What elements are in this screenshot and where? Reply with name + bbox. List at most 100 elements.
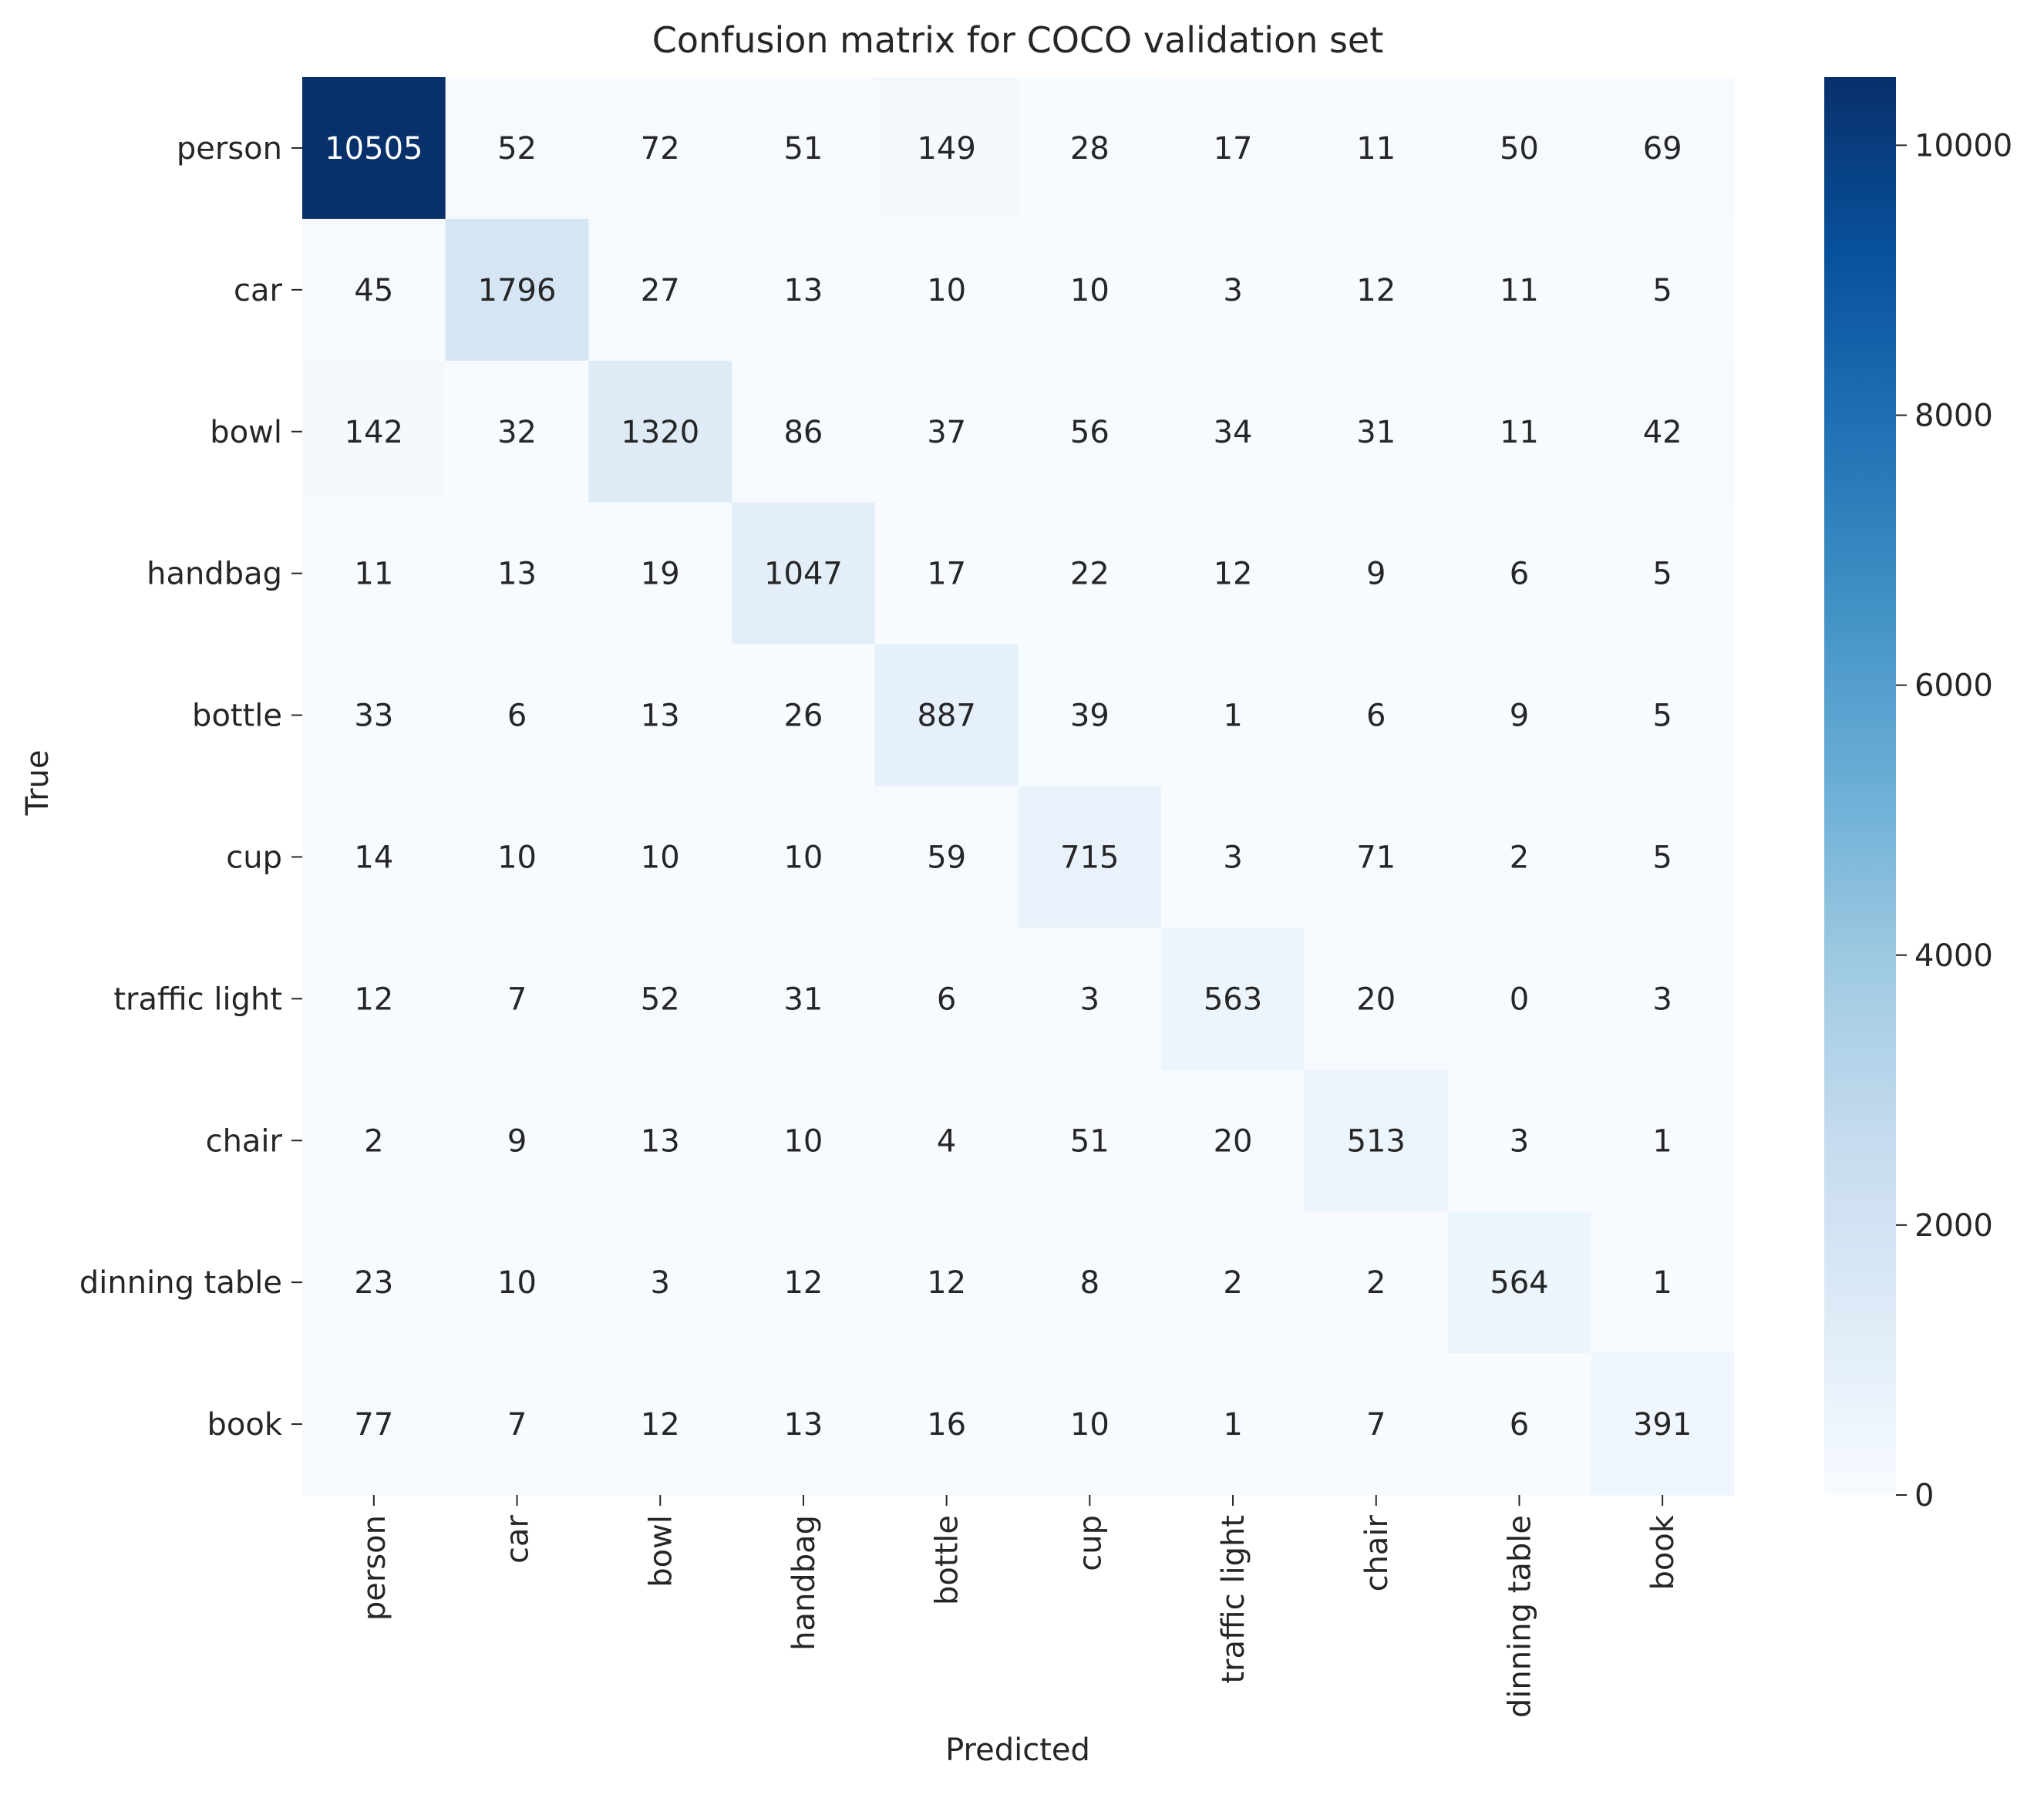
cell-value-label: 3 <box>1223 273 1242 308</box>
cell-value-label: 31 <box>1356 415 1396 450</box>
cell-value-label: 12 <box>641 1407 680 1443</box>
cell-value-label: 45 <box>354 273 393 308</box>
cell-value-label: 9 <box>507 1123 527 1159</box>
cell-value-label: 13 <box>783 273 823 308</box>
cell-value-label: 8 <box>1080 1265 1099 1301</box>
x-tick-label: traffic light <box>1216 1515 1251 1684</box>
heatmap-cell <box>1591 1211 1735 1354</box>
colorbar <box>1824 77 1896 1495</box>
heatmap-cell <box>1018 928 1162 1070</box>
cell-value-label: 564 <box>1490 1265 1548 1301</box>
x-tick-label: chair <box>1359 1514 1395 1591</box>
heatmap-cell <box>1304 1069 1449 1212</box>
heatmap-cell <box>445 218 589 362</box>
y-tick-label: traffic light <box>113 981 282 1017</box>
heatmap-cell <box>1447 928 1591 1070</box>
heatmap-cell <box>1591 786 1735 928</box>
heatmap-cell <box>1161 928 1305 1070</box>
heatmap-cell <box>1591 1069 1735 1212</box>
cell-value-label: 37 <box>927 415 966 450</box>
heatmap-cell <box>588 1353 732 1496</box>
cell-value-label: 2 <box>1366 1265 1386 1301</box>
colorbar-tick-label: 10000 <box>1914 128 2012 163</box>
colorbar-tick-label: 2000 <box>1914 1208 1993 1244</box>
heatmap-cell <box>1304 644 1449 786</box>
cell-value-label: 32 <box>497 415 537 450</box>
cell-value-label: 10505 <box>325 131 423 167</box>
heatmap-cell <box>445 786 589 928</box>
cell-value-label: 7 <box>507 981 527 1017</box>
heatmap-cell <box>1447 1211 1591 1354</box>
cell-value-label: 513 <box>1347 1123 1406 1159</box>
cell-value-label: 23 <box>354 1265 393 1301</box>
heatmap-cell <box>302 1211 446 1354</box>
heatmap-cell <box>445 360 589 503</box>
cell-value-label: 5 <box>1652 557 1672 592</box>
cell-value-label: 1 <box>1652 1265 1672 1301</box>
heatmap-cell <box>1591 218 1735 362</box>
heatmap-cell <box>1304 1211 1449 1354</box>
heatmap-cell <box>588 928 732 1070</box>
heatmap-cell <box>732 1069 876 1212</box>
heatmap-cell <box>445 77 589 220</box>
heatmap-cell <box>874 360 1019 503</box>
cell-value-label: 391 <box>1633 1407 1692 1443</box>
heatmap-cell <box>302 786 446 928</box>
heatmap-cell <box>588 218 732 362</box>
heatmap-cell <box>1304 502 1449 645</box>
heatmap-cell <box>588 1211 732 1354</box>
heatmap-cell <box>1591 77 1735 220</box>
heatmap-cell <box>874 1069 1019 1212</box>
cell-value-label: 563 <box>1204 981 1262 1017</box>
cell-value-label: 16 <box>927 1407 966 1443</box>
x-tick-label: cup <box>1073 1515 1108 1571</box>
heatmap-cell <box>302 1069 446 1212</box>
y-tick-label: bowl <box>210 415 282 450</box>
heatmap-cell <box>1161 502 1305 645</box>
x-axis-ticks: person car bowl handbag bottle cup traffic lig… <box>357 1495 1681 1718</box>
heatmap-cell <box>302 218 446 362</box>
heatmap-cell <box>1018 1069 1162 1212</box>
cell-value-label: 10 <box>1070 273 1110 308</box>
heatmap-cell <box>1447 77 1591 220</box>
cell-value-label: 1 <box>1223 1407 1242 1443</box>
heatmap-cell <box>1591 1353 1735 1496</box>
cell-value-label: 86 <box>783 415 823 450</box>
heatmap-cell <box>732 77 876 220</box>
cell-value-label: 11 <box>1500 415 1539 450</box>
heatmap-cell <box>1304 928 1449 1070</box>
cell-value-label: 5 <box>1652 699 1672 734</box>
cell-value-label: 33 <box>354 699 393 734</box>
y-tick-label: person <box>177 131 282 167</box>
cell-value-label: 20 <box>1356 981 1396 1017</box>
cell-value-label: 12 <box>354 981 393 1017</box>
heatmap-cell <box>302 502 446 645</box>
heatmap-cell <box>1591 644 1735 786</box>
cell-value-label: 52 <box>641 981 680 1017</box>
cell-value-label: 1 <box>1223 699 1242 734</box>
heatmap-cell <box>1447 360 1591 503</box>
cell-value-label: 52 <box>497 131 537 167</box>
heatmap-cell <box>1447 218 1591 362</box>
heatmap-cell <box>1161 218 1305 362</box>
cell-value-label: 71 <box>1356 840 1396 875</box>
heatmap-cell <box>1018 644 1162 786</box>
cell-value-label: 10 <box>927 273 966 308</box>
x-tick-label: bowl <box>643 1515 679 1588</box>
heatmap-cell <box>732 502 876 645</box>
heatmap-cell <box>874 786 1019 928</box>
cell-value-label: 6 <box>1510 557 1529 592</box>
cell-value-label: 12 <box>1214 557 1253 592</box>
heatmap-cell <box>1161 786 1305 928</box>
heatmap-cell <box>874 1211 1019 1354</box>
x-axis-label: Predicted <box>945 1732 1090 1768</box>
cell-value-label: 22 <box>1070 557 1110 592</box>
heatmap-cell <box>1447 1069 1591 1212</box>
x-tick-label: person <box>357 1515 392 1621</box>
heatmap-cell <box>732 1211 876 1354</box>
heatmap-cell <box>588 786 732 928</box>
cell-value-label: 10 <box>1070 1407 1110 1443</box>
cell-value-label: 7 <box>507 1407 527 1443</box>
y-tick-label: handbag <box>146 557 282 592</box>
cell-value-label: 34 <box>1214 415 1253 450</box>
